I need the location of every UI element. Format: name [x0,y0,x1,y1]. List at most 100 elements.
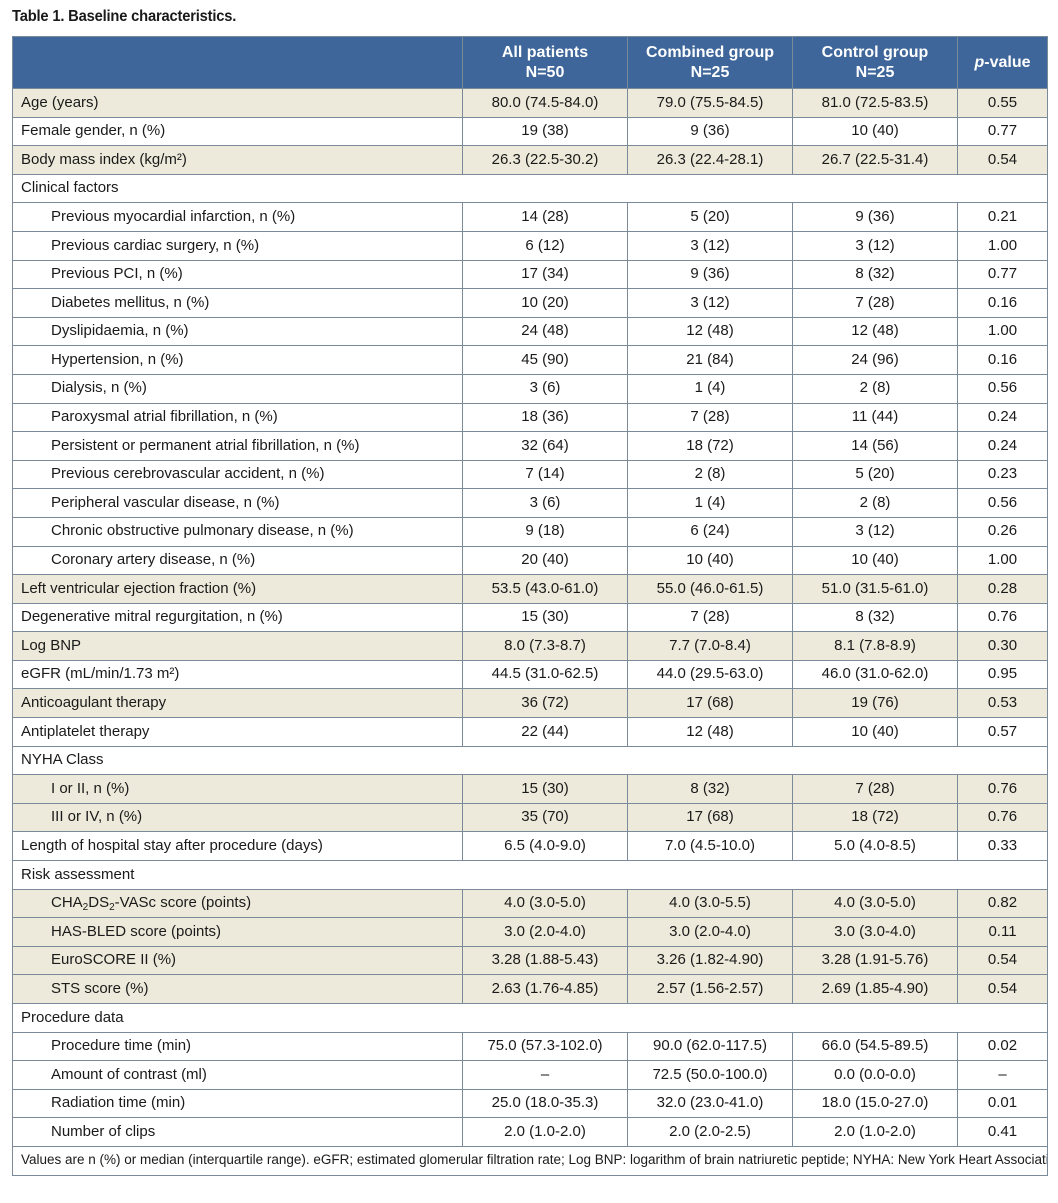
cell-all-patients: 45 (90) [462,345,628,375]
cell-all-patients: 6 (12) [462,230,628,261]
cell-p-value: 0.57 [957,717,1048,747]
cell-combined-group: 2.0 (2.0-2.5) [627,1117,793,1147]
cell-combined-group: 3.26 (1.82-4.90) [627,945,793,976]
cell-control-group: 9 (36) [792,202,958,232]
cell-control-group: 66.0 (54.5-89.5) [792,1031,958,1062]
cell-control-group: 10 (40) [792,545,958,576]
row-label: Female gender, n (%) [12,116,463,147]
table-caption: Table 1. Baseline characteristics. [12,8,237,25]
cell-control-group: 8.1 (7.8-8.9) [792,631,958,661]
table-row: eGFR (mL/min/1.73 m²) 44.5 (31.0-62.5) 44.… [12,659,1048,690]
table-row: Paroxysmal atrial fibrillation, n (%) 18 … [12,402,1048,433]
row-label: CHA2DS2-VASc score (points) [12,888,463,919]
cell-p-value: – [957,1060,1048,1090]
row-label: Age (years) [12,88,463,118]
cell-control-group: 14 (56) [792,431,958,461]
cell-combined-group: 18 (72) [627,431,793,461]
row-label-part: CHA [51,894,83,912]
cell-all-patients: 32 (64) [462,431,628,461]
table-row: CHA2DS2-VASc score (points) 4.0 (3.0-5.0)… [12,888,1048,919]
section-label: Procedure data [12,1003,1048,1033]
cell-control-group: 18.0 (15.0-27.0) [792,1088,958,1119]
header-p-italic: p [974,53,985,71]
section-header-row: Procedure data [12,1003,1048,1033]
cell-combined-group: 7.0 (4.5-10.0) [627,831,793,862]
cell-combined-group: 2 (8) [627,459,793,490]
cell-p-value: 0.76 [957,774,1048,804]
table-row: Chronic obstructive pulmonary disease, n… [12,516,1048,547]
row-label: Previous PCI, n (%) [12,259,463,290]
row-label: Persistent or permanent atrial fibrillat… [12,431,463,461]
row-label-part: DS [88,894,110,912]
cell-p-value: 0.24 [957,431,1048,461]
row-label: Peripheral vascular disease, n (%) [12,488,463,518]
header-p-rest: -value [984,53,1031,71]
cell-control-group: 3.28 (1.91-5.76) [792,945,958,976]
cell-combined-group: 2.57 (1.56-2.57) [627,974,793,1004]
cell-p-value: 0.76 [957,602,1048,633]
cell-control-group: 51.0 (31.5-61.0) [792,574,958,604]
table-row: STS score (%) 2.63 (1.76-4.85) 2.57 (1.56-… [12,974,1048,1004]
header-all-patients: All patients N=50 [462,36,628,89]
row-label: Hypertension, n (%) [12,345,463,375]
cell-control-group: 0.0 (0.0-0.0) [792,1060,958,1090]
cell-control-group: 8 (32) [792,602,958,633]
row-label: STS score (%) [12,974,463,1004]
table-row: Body mass index (kg/m²) 26.3 (22.5-30.2) 2… [12,145,1048,175]
cell-p-value: 0.55 [957,88,1048,118]
header-all-patients-n: N=50 [525,63,565,81]
cell-all-patients: 10 (20) [462,288,628,318]
cell-control-group: 2.69 (1.85-4.90) [792,974,958,1004]
cell-combined-group: 79.0 (75.5-84.5) [627,88,793,118]
cell-control-group: 46.0 (31.0-62.0) [792,659,958,690]
table-row: III or IV, n (%) 35 (70) 17 (68) 18 (72) 0.7… [12,802,1048,833]
cell-p-value: 0.41 [957,1117,1048,1147]
cell-all-patients: 2.63 (1.76-4.85) [462,974,628,1004]
cell-all-patients: 35 (70) [462,802,628,833]
cell-combined-group: 55.0 (46.0-61.5) [627,574,793,604]
cell-all-patients: 6.5 (4.0-9.0) [462,831,628,862]
cell-all-patients: 3.0 (2.0-4.0) [462,917,628,947]
cell-all-patients: 19 (38) [462,116,628,147]
cell-all-patients: 36 (72) [462,688,628,719]
section-header-row: Risk assessment [12,860,1048,890]
table-footnote: Values are n (%) or median (interquartil… [12,1145,1048,1176]
table-row: Antiplatelet therapy 22 (44) 12 (48) 10 (40… [12,717,1048,747]
table-row: Previous cardiac surgery, n (%) 6 (12) 3 (… [12,230,1048,261]
row-label-part: -VASc score (points) [114,894,252,912]
cell-control-group: 24 (96) [792,345,958,375]
cell-all-patients: 20 (40) [462,545,628,576]
cell-control-group: 11 (44) [792,402,958,433]
table-row: Amount of contrast (ml) –72.5 (50.0-100.0… [12,1060,1048,1090]
cell-all-patients: 24 (48) [462,316,628,347]
cell-combined-group: 9 (36) [627,259,793,290]
row-label: HAS-BLED score (points) [12,917,463,947]
row-label: Antiplatelet therapy [12,717,463,747]
table-row: Dyslipidaemia, n (%) 24 (48) 12 (48) 12 (48… [12,316,1048,347]
table-header-row: All patients N=50 Combined group N=25 Co… [12,36,1048,89]
row-label: Degenerative mitral regurgitation, n (%) [12,602,463,633]
row-label: Left ventricular ejection fraction (%) [12,574,463,604]
row-label: Log BNP [12,631,463,661]
cell-all-patients: 3.28 (1.88-5.43) [462,945,628,976]
row-label: Previous myocardial infarction, n (%) [12,202,463,232]
row-label: Radiation time (min) [12,1088,463,1119]
cell-control-group: 3 (12) [792,230,958,261]
table-row: Diabetes mellitus, n (%) 10 (20) 3 (12) 7 (… [12,288,1048,318]
cell-p-value: 0.54 [957,145,1048,175]
cell-all-patients: 22 (44) [462,717,628,747]
cell-combined-group: 12 (48) [627,316,793,347]
cell-p-value: 0.28 [957,574,1048,604]
row-label: I or II, n (%) [12,774,463,804]
section-label: Risk assessment [12,860,1048,890]
cell-all-patients: 44.5 (31.0-62.5) [462,659,628,690]
header-p-value: p-value [957,36,1048,89]
header-blank-cell [12,36,463,89]
row-label: Dialysis, n (%) [12,373,463,404]
cell-control-group: 18 (72) [792,802,958,833]
cell-p-value: 1.00 [957,230,1048,261]
cell-control-group: 3 (12) [792,516,958,547]
cell-all-patients: 17 (34) [462,259,628,290]
cell-control-group: 8 (32) [792,259,958,290]
cell-all-patients: 2.0 (1.0-2.0) [462,1117,628,1147]
